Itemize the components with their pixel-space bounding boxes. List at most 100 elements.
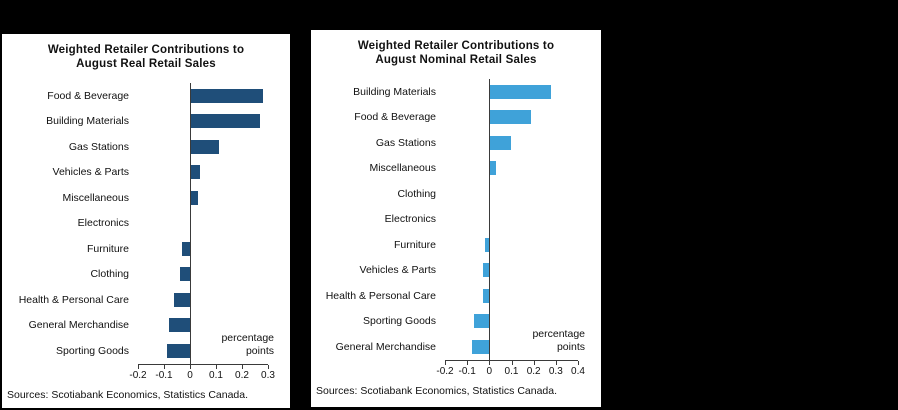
bar (489, 84, 552, 99)
chart-row: Furniture (311, 232, 601, 258)
tick-label: 0.3 (261, 369, 275, 381)
chart-row: Sporting Goods (2, 338, 290, 364)
category-label: Electronics (77, 217, 129, 230)
x-axis: -0.2 -0.1 0 0.1 0.2 0.3 0.4 (436, 359, 585, 380)
chart-plot-area: Building Materials Food & Beverage Gas Sta… (311, 79, 601, 360)
bar (489, 135, 512, 150)
row-plot (138, 236, 268, 262)
chart-row: Electronics (311, 207, 601, 233)
bar (482, 288, 490, 303)
chart-row: Clothing (2, 262, 290, 288)
row-plot (445, 258, 578, 284)
tick-mark (555, 360, 557, 365)
axis-units-annotation: percentage points (532, 327, 585, 353)
tick-mark (511, 360, 513, 365)
category-label: Building Materials (353, 85, 436, 98)
chart-title: Weighted Retailer Contributions to Augus… (47, 44, 245, 70)
row-plot (138, 313, 268, 339)
category-label: Health & Personal Care (18, 293, 129, 306)
bar (179, 267, 190, 282)
chart-row: Building Materials (311, 79, 601, 105)
tick-label: 0.1 (504, 365, 519, 377)
chart-row: Building Materials (2, 109, 290, 135)
tick-label: -0.2 (436, 365, 454, 377)
bar (489, 110, 532, 125)
row-plot (138, 160, 268, 186)
tick-mark (138, 364, 139, 369)
chart-row: Clothing (311, 181, 601, 207)
chart-row: Gas Stations (311, 130, 601, 156)
row-plot (445, 207, 578, 233)
chart-row: Electronics (2, 211, 290, 237)
tick-label: 0.4 (571, 365, 585, 377)
row-plot (138, 134, 268, 160)
row-plot (138, 109, 268, 135)
tick-mark (216, 364, 217, 369)
bar (473, 314, 490, 329)
category-label: Miscellaneous (369, 162, 436, 175)
bar (489, 161, 496, 176)
category-label: Food & Beverage (354, 111, 436, 124)
chart-row: Miscellaneous (311, 156, 601, 182)
chart-row: Furniture (2, 236, 290, 262)
tick-mark (445, 360, 446, 365)
tick-label: -0.2 (129, 369, 147, 381)
tick-mark (268, 364, 269, 369)
source-note: Sources: Scotiabank Economics, Statistic… (7, 388, 249, 401)
row-plot (445, 130, 578, 156)
category-label: Vehicles & Parts (52, 166, 129, 179)
bar (190, 190, 198, 205)
tick-label: 0.3 (548, 365, 563, 377)
chart-row: Vehicles & Parts (2, 160, 290, 186)
row-plot (138, 287, 268, 313)
row-plot (138, 83, 268, 109)
chart-title: Weighted Retailer Contributions to Augus… (357, 40, 555, 66)
source-note: Sources: Scotiabank Economics, Statistic… (316, 384, 558, 397)
bar (190, 139, 219, 154)
chart-row: Sporting Goods (311, 309, 601, 335)
axis-units-annotation: percentage points (221, 331, 274, 357)
category-label: Building Materials (46, 115, 129, 128)
bar (182, 241, 190, 256)
bar (482, 263, 490, 278)
bar (190, 114, 261, 129)
x-axis: -0.2 -0.1 0 0.1 0.2 0.3 (129, 363, 275, 384)
tick-mark (467, 360, 469, 365)
tick-label: -0.1 (458, 365, 476, 377)
bar (190, 88, 263, 103)
row-plot (445, 105, 578, 131)
chart-row: Food & Beverage (2, 83, 290, 109)
chart-row: General Merchandise (2, 313, 290, 339)
category-label: Clothing (397, 187, 436, 200)
chart-panel-real-retail-sales: Weighted Retailer Contributions to Augus… (2, 34, 290, 408)
category-label: General Merchandise (335, 340, 436, 353)
row-plot (445, 156, 578, 182)
tick-label: -0.1 (155, 369, 173, 381)
chart-row: Food & Beverage (311, 105, 601, 131)
tick-mark (164, 364, 165, 369)
category-label: Gas Stations (68, 140, 129, 153)
tick-mark (242, 364, 243, 369)
tick-label: 0.2 (235, 369, 249, 381)
row-plot (445, 334, 578, 360)
chart-row: Miscellaneous (2, 185, 290, 211)
zero-axis-line (489, 79, 491, 360)
category-label: Electronics (384, 213, 436, 226)
tick-label: 0.1 (209, 369, 223, 381)
bar (166, 343, 190, 358)
category-label: Health & Personal Care (325, 289, 436, 302)
row-plot (445, 181, 578, 207)
category-label: Miscellaneous (62, 191, 129, 204)
row-plot (138, 185, 268, 211)
bar (484, 237, 490, 252)
category-label: Furniture (393, 238, 436, 251)
zero-axis-line (190, 83, 191, 364)
chart-panel-nominal-retail-sales: Weighted Retailer Contributions to Augus… (311, 30, 601, 407)
category-label: Clothing (90, 268, 129, 281)
category-label: General Merchandise (28, 319, 129, 332)
bar (169, 318, 190, 333)
tick-label: 0 (486, 365, 493, 377)
row-plot (138, 211, 268, 237)
tick-label: 0.2 (526, 365, 541, 377)
category-label: Furniture (86, 242, 129, 255)
